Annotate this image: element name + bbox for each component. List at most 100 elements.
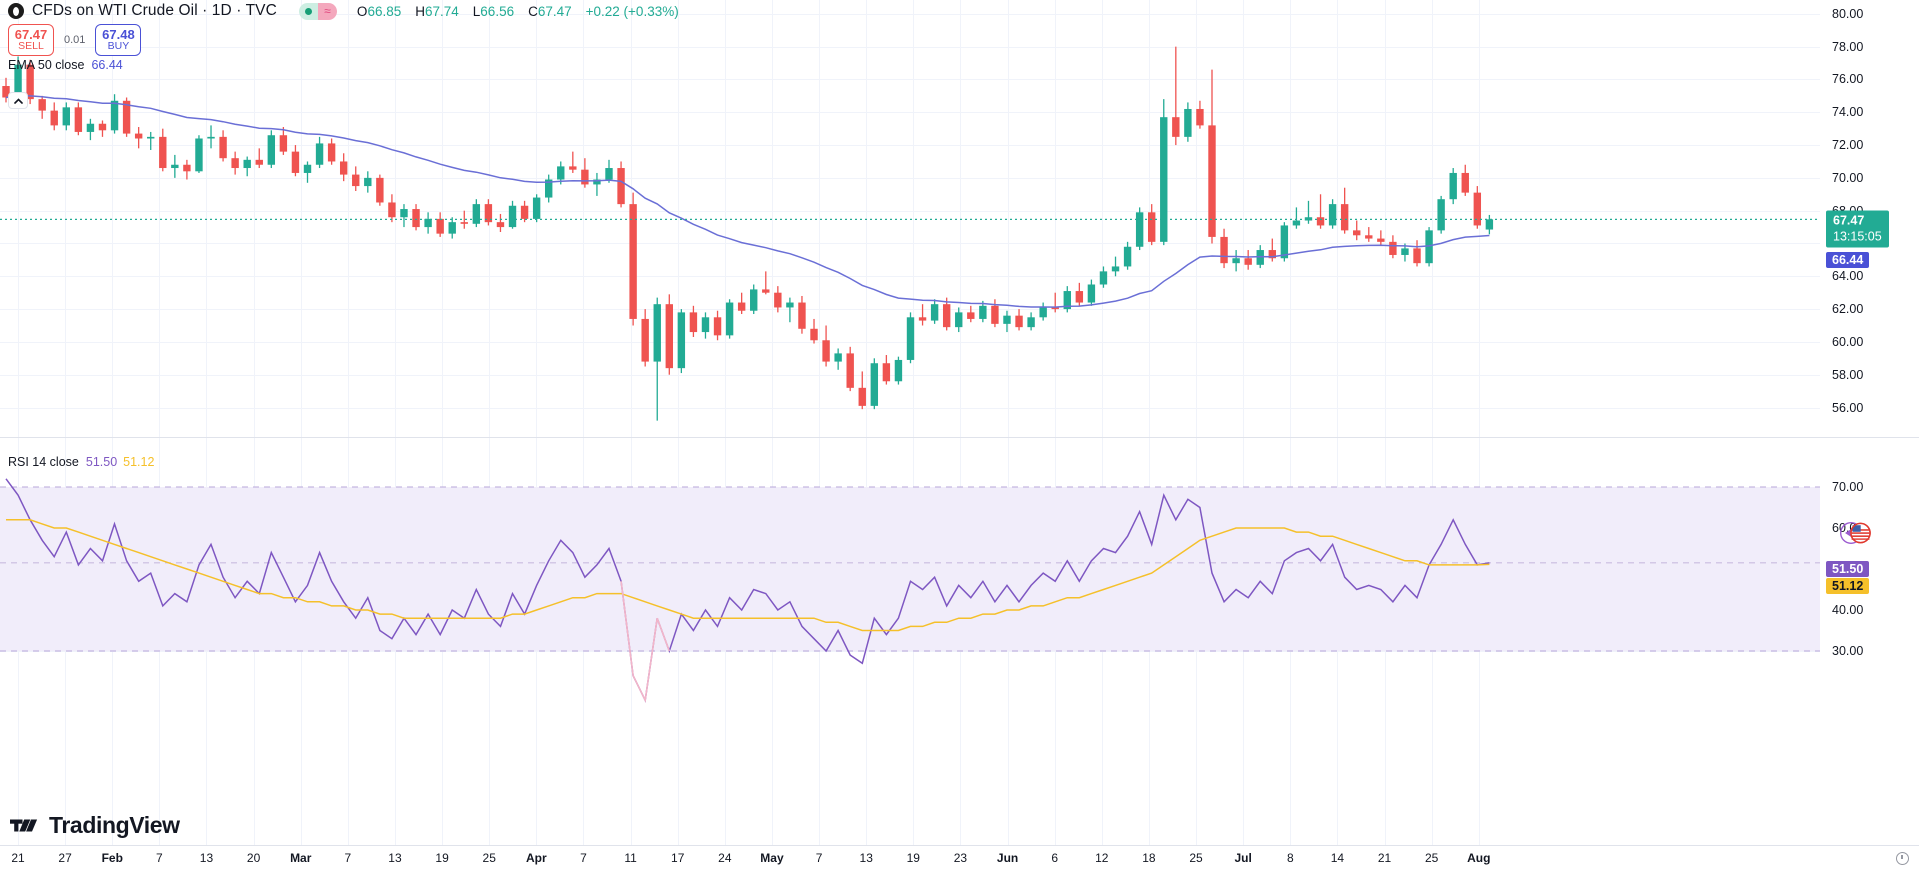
time-axis-label: 17 xyxy=(671,851,685,865)
market-status-pill[interactable]: ≈ xyxy=(298,2,337,20)
candle xyxy=(1461,164,1469,196)
low-value: 66.56 xyxy=(480,3,515,19)
candle xyxy=(339,153,348,182)
rsi-axis-label: 70.00 xyxy=(1832,480,1864,494)
candle xyxy=(750,284,758,315)
candle xyxy=(147,131,155,150)
time-axis-label: Aug xyxy=(1467,851,1491,865)
time-axis-label: Jul xyxy=(1234,851,1252,865)
candle xyxy=(472,199,481,228)
candle xyxy=(1160,99,1168,246)
candle xyxy=(38,95,46,119)
price-scale[interactable]: 80.0078.0076.0074.0072.0070.0068.0066.00… xyxy=(1820,0,1919,845)
rsi-axis-label: 30.00 xyxy=(1832,644,1864,658)
price-axis-label: 60.00 xyxy=(1832,334,1864,349)
time-axis-label: 7 xyxy=(344,851,352,865)
rsi-indicator-legend[interactable]: RSI 14 close 51.50 51.12 xyxy=(8,455,154,469)
candle xyxy=(303,161,312,183)
collapse-pane-button[interactable] xyxy=(8,92,28,109)
candle xyxy=(774,286,782,313)
ema-indicator-legend[interactable]: EMA 50 close 66.44 xyxy=(8,58,123,72)
time-axis-label: 19 xyxy=(906,851,920,865)
wti-crude-oil-logo-icon xyxy=(8,3,24,19)
close-label: C xyxy=(528,3,538,19)
candle xyxy=(50,102,58,131)
candle xyxy=(231,151,239,175)
candle xyxy=(1087,279,1096,306)
time-axis-label: 18 xyxy=(1142,851,1156,865)
candle xyxy=(1316,194,1325,229)
candle xyxy=(605,159,613,183)
candle xyxy=(1099,266,1108,288)
spread-value: 0.01 xyxy=(64,34,86,46)
time-axis-label: 23 xyxy=(953,851,968,865)
candle xyxy=(122,97,131,137)
candle xyxy=(291,145,300,177)
price-axis-label: 72.00 xyxy=(1832,138,1864,153)
time-scale[interactable]: 21 27 Feb 7 13 20 Mar 7 13 19 25 Apr 7 11 17 24 May 7 13 19… xyxy=(0,845,1919,871)
ema-value-badge[interactable]: 66.44 xyxy=(1826,252,1870,269)
sell-button[interactable]: 67.47 SELL xyxy=(8,24,54,56)
candle xyxy=(737,292,746,315)
candle xyxy=(1268,238,1276,262)
candle xyxy=(207,125,215,149)
candle xyxy=(1449,168,1457,205)
price-axis-label: 64.00 xyxy=(1832,269,1864,284)
candle xyxy=(508,200,517,229)
candle xyxy=(1051,292,1059,313)
time-axis-label: 13 xyxy=(859,851,873,865)
rsi-indicator-name: RSI 14 close xyxy=(8,455,79,469)
candle xyxy=(725,299,734,339)
candle xyxy=(352,166,360,191)
candle xyxy=(74,102,83,136)
rsi-ma-value-badge[interactable]: 51.12 xyxy=(1826,577,1870,594)
candle xyxy=(1232,250,1240,272)
candle xyxy=(955,307,963,333)
time-axis-label: 14 xyxy=(1330,851,1345,865)
candle xyxy=(1413,240,1421,267)
ohlc-values: O66.85 H67.74 L66.56 C67.47 +0.22 (+0.33… xyxy=(357,4,686,19)
candle xyxy=(569,151,577,173)
candle xyxy=(1063,286,1071,313)
rsi-band-region xyxy=(0,487,1820,651)
candle xyxy=(98,120,107,137)
candle xyxy=(1377,230,1385,246)
symbol-title[interactable]: CFDs on WTI Crude Oil · 1D · TVC xyxy=(32,2,277,19)
time-axis-label: 27 xyxy=(58,851,72,865)
time-axis-label: 24 xyxy=(718,851,732,865)
rsi-value: 51.50 xyxy=(85,455,118,469)
candle xyxy=(1135,207,1144,251)
buy-button[interactable]: 67.48 BUY xyxy=(95,24,142,56)
market-open-dot-icon xyxy=(298,2,318,20)
candle xyxy=(1425,227,1433,267)
candle xyxy=(689,305,698,337)
tradingview-logo-text: TradingView xyxy=(49,812,180,838)
time-axis-label: 20 xyxy=(246,851,261,865)
candle xyxy=(1328,199,1337,229)
candle xyxy=(26,59,34,105)
buy-label: BUY xyxy=(107,40,130,53)
candle xyxy=(183,159,191,180)
candle xyxy=(942,297,951,331)
candle xyxy=(412,204,420,231)
rsi-value-badge[interactable]: 51.50 xyxy=(1826,560,1870,577)
candle xyxy=(834,348,842,370)
high-value: 67.74 xyxy=(424,3,459,19)
pane-separator[interactable] xyxy=(0,437,1919,438)
candle xyxy=(918,304,927,326)
candle xyxy=(1485,214,1494,235)
time-axis-label: Feb xyxy=(101,851,123,865)
time-axis-label: 25 xyxy=(1189,851,1203,865)
candle xyxy=(1304,200,1313,224)
candle xyxy=(1244,250,1252,270)
tradingview-logo[interactable]: TradingView xyxy=(10,812,180,839)
clock-icon[interactable] xyxy=(1896,852,1909,865)
candle xyxy=(134,127,143,149)
candle xyxy=(786,297,794,323)
candle xyxy=(110,94,119,134)
current-price-badge[interactable]: 67.47 13:15:05 xyxy=(1826,210,1889,248)
candle xyxy=(484,199,493,226)
candle xyxy=(1075,282,1084,306)
region-flag-badge-icon[interactable] xyxy=(1839,520,1873,551)
